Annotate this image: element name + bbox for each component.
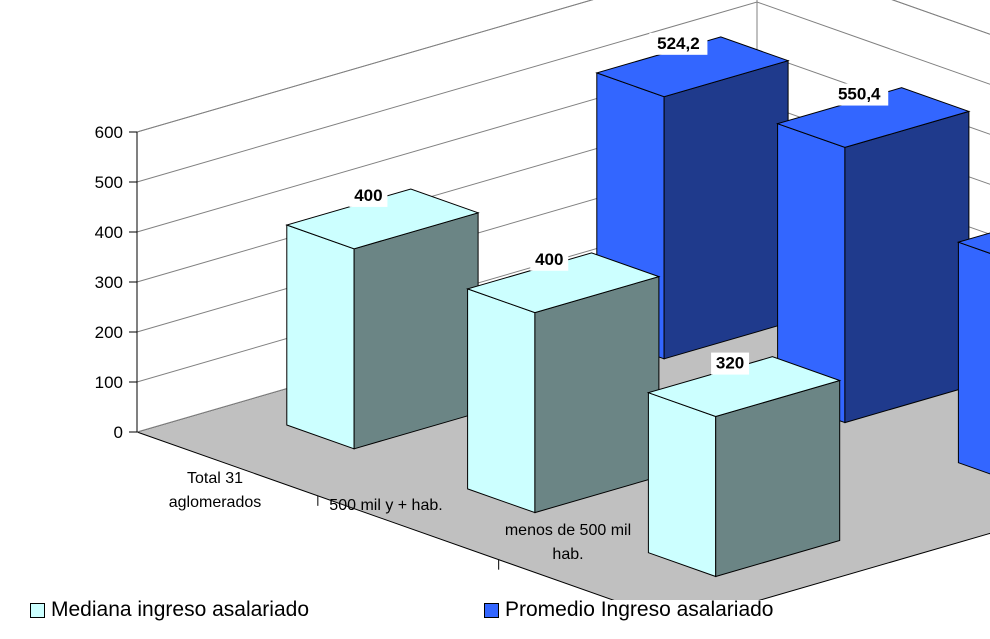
y-tick-label: 400 — [95, 223, 123, 242]
chart: 0 100 200 300 400 500 600 Total 31 aglomerados 50… — [95, 0, 990, 600]
data-label-bg — [711, 352, 750, 375]
y-tick-label: 200 — [95, 323, 123, 342]
y-tick-label: 100 — [95, 373, 123, 392]
category-label: Total 31 aglomerados — [169, 470, 262, 511]
data-label: 400 — [354, 186, 382, 205]
bar-front — [467, 288, 536, 514]
bar-top — [956, 232, 990, 254]
data-label-bg — [830, 83, 889, 106]
bar-front — [957, 241, 990, 475]
data-label-bg — [649, 32, 708, 55]
gridline — [136, 1, 990, 183]
data-label: 400 — [535, 250, 563, 269]
data-label: 320 — [716, 354, 744, 373]
bar-side — [534, 275, 660, 514]
legend-item-mediana: Mediana ingreso asalariado — [30, 598, 309, 622]
axes: 0 100 200 300 400 500 600 Total 31 aglomerados 50… — [95, 123, 990, 570]
data-label: 550,4 — [838, 85, 881, 104]
legend-label-promedio: Promedio Ingreso asalariado — [505, 598, 774, 621]
legend: Mediana ingreso asalariado Promedio Ingr… — [0, 598, 990, 634]
gridline — [136, 0, 990, 133]
bars — [285, 36, 990, 578]
category-label: menos de 500 mil hab. — [505, 522, 631, 563]
data-label-bg — [530, 248, 569, 271]
legend-item-promedio: Promedio Ingreso asalariado — [484, 598, 774, 622]
data-label-bg — [349, 184, 388, 207]
y-tick-label: 600 — [95, 123, 123, 142]
legend-swatch-promedio — [484, 602, 499, 618]
y-tick-label: 0 — [114, 423, 123, 442]
category-label: 500 mil y + hab. — [329, 497, 442, 514]
y-tick-label: 500 — [95, 173, 123, 192]
bar-side — [663, 60, 789, 360]
bar-side — [844, 110, 970, 424]
bar-front — [286, 224, 355, 450]
y-tick-label: 300 — [95, 273, 123, 292]
legend-label-mediana: Mediana ingreso asalariado — [51, 598, 309, 621]
legend-swatch-mediana — [30, 602, 45, 618]
data-label: 524,2 — [657, 34, 700, 53]
bar-side — [353, 212, 479, 450]
bar-front — [647, 391, 717, 578]
